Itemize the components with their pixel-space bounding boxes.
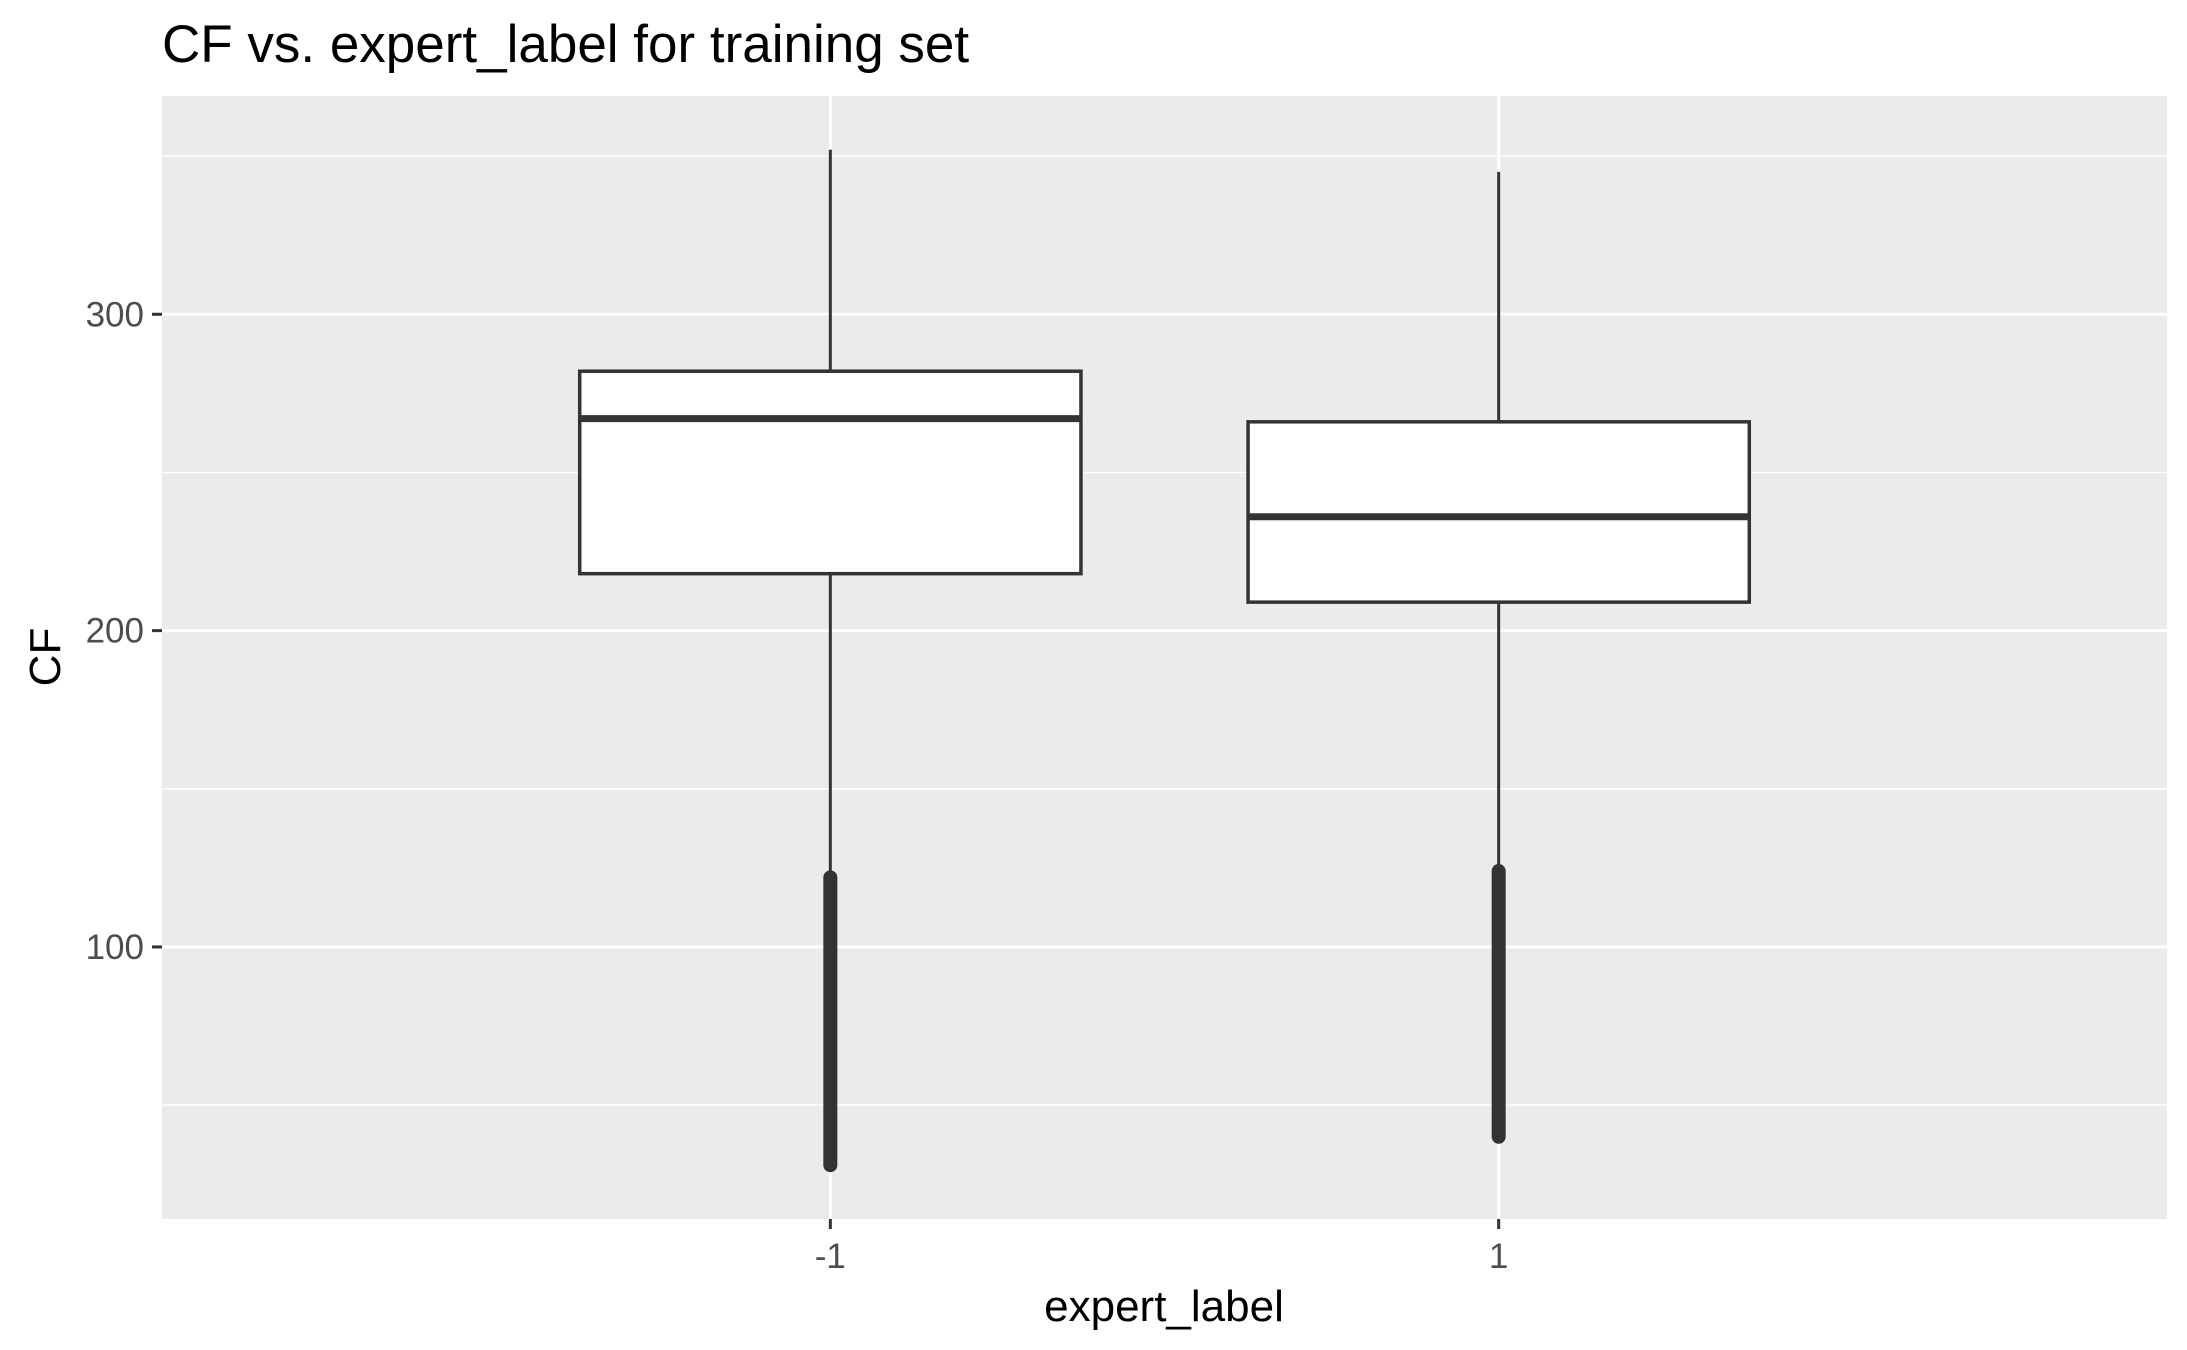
iqr-box	[577, 369, 1083, 576]
y-tick-label: 100	[86, 928, 144, 967]
y-tick-label: 300	[86, 295, 144, 334]
y-tick-label: 200	[86, 612, 144, 651]
x-tick-label: 1	[1489, 1237, 1508, 1276]
y-axis-title: CF	[21, 628, 70, 687]
boxplot-pos1	[1246, 171, 1752, 1144]
boxes	[577, 149, 1752, 1173]
x-axis-title: expert_label	[1044, 1282, 1284, 1331]
plot-panel	[162, 96, 2167, 1219]
chart-title: CF vs. expert_label for training set	[162, 15, 969, 74]
iqr-box	[1246, 420, 1752, 604]
x-tick-label: -1	[815, 1237, 846, 1276]
boxplot-neg1	[577, 149, 1083, 1173]
axes: 100 200 300 -1 1	[86, 295, 1509, 1276]
